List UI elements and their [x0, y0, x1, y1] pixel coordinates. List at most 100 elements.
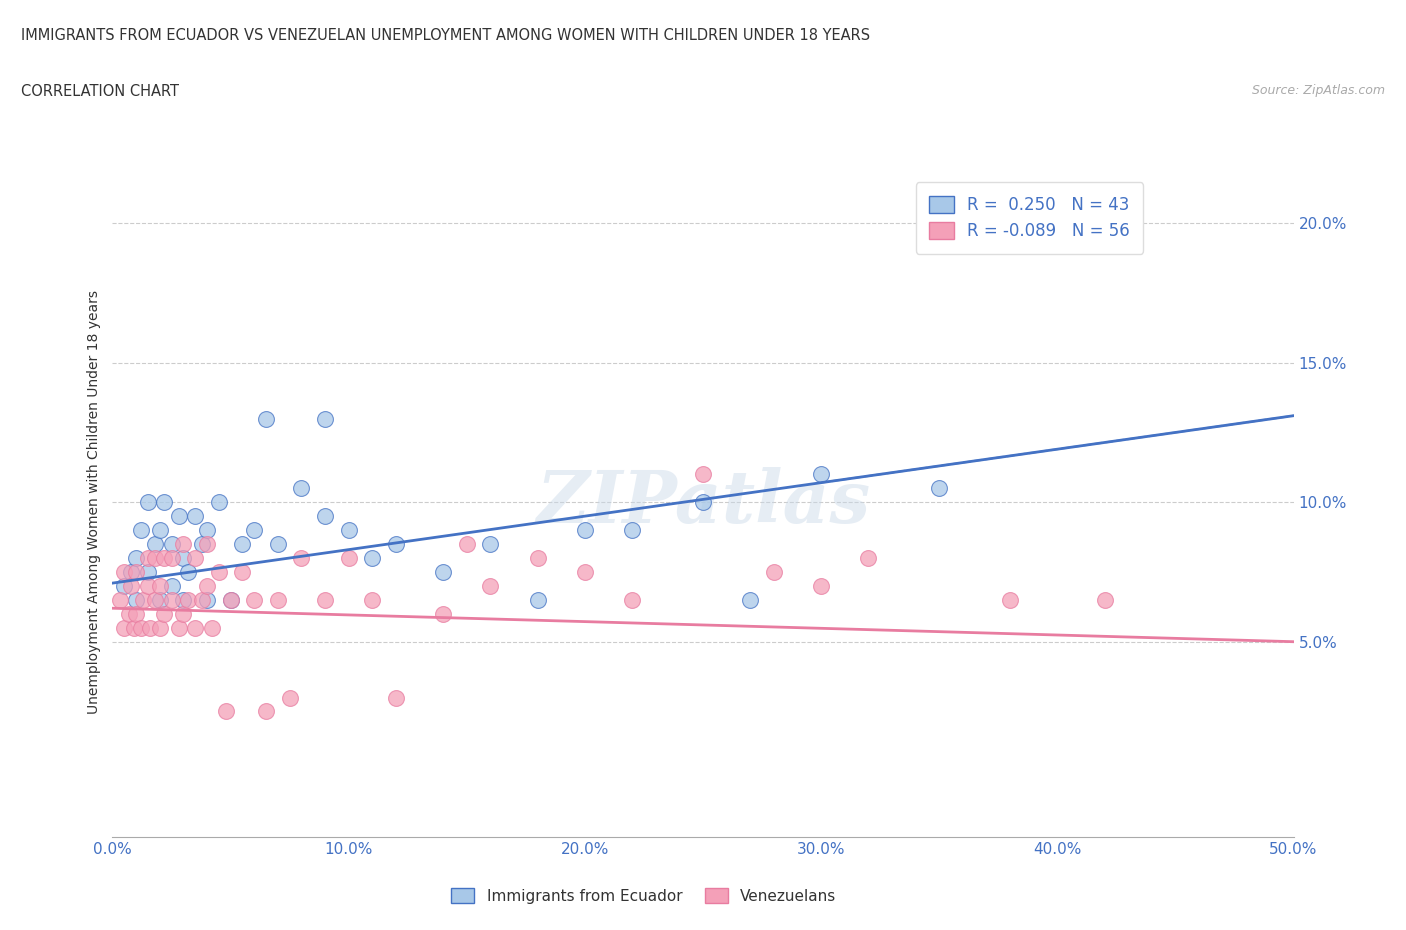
Point: [191, 592, 214, 607]
Point: [337, 551, 360, 565]
Point: [184, 509, 207, 524]
Point: [153, 495, 176, 510]
Point: [1046, 216, 1069, 231]
Point: [172, 606, 194, 621]
Point: [122, 620, 145, 635]
Point: [120, 565, 142, 579]
Point: [692, 495, 714, 510]
Point: [621, 523, 644, 538]
Point: [167, 620, 190, 635]
Point: [191, 537, 214, 551]
Point: [143, 592, 166, 607]
Y-axis label: Unemployment Among Women with Children Under 18 years: Unemployment Among Women with Children U…: [87, 290, 101, 714]
Point: [385, 690, 408, 705]
Point: [243, 592, 266, 607]
Point: [810, 578, 832, 593]
Point: [172, 592, 194, 607]
Point: [108, 592, 131, 607]
Point: [153, 606, 176, 621]
Point: [125, 606, 148, 621]
Point: [149, 523, 172, 538]
Point: [361, 592, 384, 607]
Point: [139, 620, 162, 635]
Point: [526, 592, 548, 607]
Point: [692, 467, 714, 482]
Point: [160, 578, 183, 593]
Point: [195, 537, 218, 551]
Point: [143, 537, 166, 551]
Point: [195, 592, 218, 607]
Point: [267, 592, 290, 607]
Point: [125, 565, 148, 579]
Point: [254, 411, 277, 426]
Point: [858, 551, 880, 565]
Point: [125, 551, 148, 565]
Point: [149, 620, 172, 635]
Text: CORRELATION CHART: CORRELATION CHART: [21, 84, 179, 99]
Point: [136, 551, 159, 565]
Point: [184, 620, 207, 635]
Point: [184, 551, 207, 565]
Point: [314, 411, 336, 426]
Point: [385, 537, 408, 551]
Point: [208, 565, 231, 579]
Point: [195, 523, 218, 538]
Point: [337, 523, 360, 538]
Point: [153, 551, 176, 565]
Point: [928, 481, 950, 496]
Point: [314, 509, 336, 524]
Point: [160, 592, 183, 607]
Point: [112, 578, 135, 593]
Point: [526, 551, 548, 565]
Point: [479, 537, 502, 551]
Point: [621, 592, 644, 607]
Point: [479, 578, 502, 593]
Point: [172, 551, 194, 565]
Point: [149, 578, 172, 593]
Text: ZIPatlas: ZIPatlas: [536, 467, 870, 538]
Point: [278, 690, 301, 705]
Point: [267, 537, 290, 551]
Point: [432, 606, 454, 621]
Point: [432, 565, 454, 579]
Point: [574, 523, 596, 538]
Point: [810, 467, 832, 482]
Point: [136, 565, 159, 579]
Point: [160, 537, 183, 551]
Point: [1094, 592, 1116, 607]
Point: [574, 565, 596, 579]
Point: [177, 592, 200, 607]
Point: [740, 592, 762, 607]
Point: [215, 704, 238, 719]
Point: [167, 509, 190, 524]
Point: [143, 551, 166, 565]
Point: [112, 565, 135, 579]
Point: [219, 592, 242, 607]
Point: [172, 537, 194, 551]
Point: [177, 565, 200, 579]
Point: [314, 592, 336, 607]
Point: [243, 523, 266, 538]
Point: [201, 620, 224, 635]
Point: [120, 578, 142, 593]
Legend: Immigrants from Ecuador, Venezuelans: Immigrants from Ecuador, Venezuelans: [446, 882, 842, 910]
Point: [254, 704, 277, 719]
Point: [195, 578, 218, 593]
Point: [456, 537, 478, 551]
Point: [231, 565, 253, 579]
Point: [998, 592, 1021, 607]
Text: IMMIGRANTS FROM ECUADOR VS VENEZUELAN UNEMPLOYMENT AMONG WOMEN WITH CHILDREN UND: IMMIGRANTS FROM ECUADOR VS VENEZUELAN UN…: [21, 28, 870, 43]
Point: [136, 578, 159, 593]
Point: [112, 620, 135, 635]
Point: [129, 620, 152, 635]
Point: [231, 537, 253, 551]
Point: [219, 592, 242, 607]
Point: [125, 592, 148, 607]
Point: [136, 495, 159, 510]
Point: [118, 606, 141, 621]
Point: [762, 565, 785, 579]
Point: [129, 523, 152, 538]
Text: Source: ZipAtlas.com: Source: ZipAtlas.com: [1251, 84, 1385, 97]
Point: [290, 481, 312, 496]
Point: [290, 551, 312, 565]
